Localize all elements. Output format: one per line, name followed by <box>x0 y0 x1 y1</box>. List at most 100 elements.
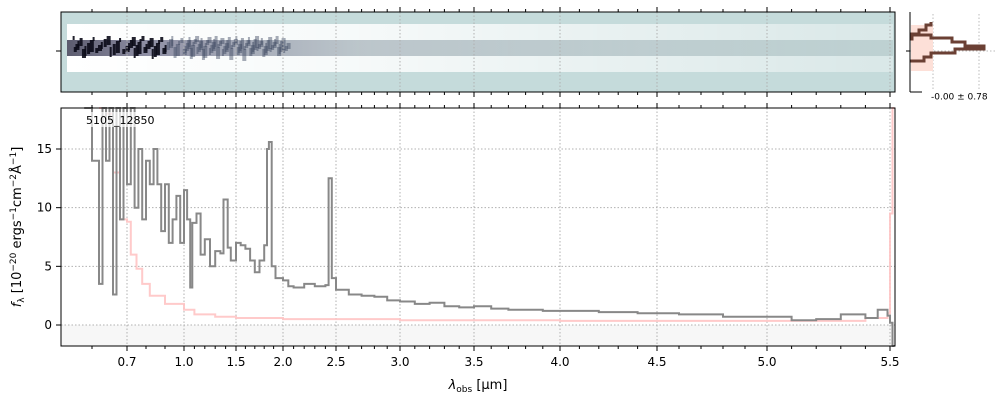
strip-pixel <box>131 37 136 46</box>
strip-pixel <box>155 43 160 55</box>
strip-pixel <box>73 47 77 52</box>
strip-pixel <box>87 43 91 54</box>
strip-pixel <box>192 42 195 46</box>
strip-pixel <box>214 36 218 47</box>
strip-pixel <box>79 38 83 46</box>
strip-pixel <box>115 41 120 53</box>
strip-pixel <box>271 45 275 50</box>
strip-pixel <box>97 45 102 51</box>
strip-pixel <box>246 40 251 46</box>
strip-pixel <box>226 40 229 50</box>
strip-pixel <box>187 40 192 49</box>
strip-pixel <box>106 36 111 45</box>
strip-pixel <box>201 49 205 60</box>
strip-pixel <box>280 41 284 52</box>
strip-pixel <box>197 44 201 52</box>
strip-pixel <box>84 46 87 56</box>
strip-pixel <box>166 42 170 50</box>
strip-pixel <box>119 38 122 42</box>
strip-frame <box>60 11 896 93</box>
strip-pixel <box>160 37 164 42</box>
strip-pixel <box>193 39 197 44</box>
strip-pixel <box>145 44 148 51</box>
hist-stats-label: -0.00 ± 0.78 <box>931 93 988 103</box>
strip-pixel <box>213 39 216 49</box>
strip-pixel <box>128 43 131 50</box>
strip-pixel <box>122 49 126 54</box>
strip-pixel <box>221 49 224 56</box>
strip-pixel <box>257 44 261 49</box>
strip-pixel <box>249 48 253 56</box>
histogram-panel: -0.00 ± 0.78 <box>906 12 995 103</box>
strip-pixel <box>216 47 221 59</box>
strip-pixel <box>89 40 94 52</box>
strip-pixel <box>196 47 199 54</box>
x-tick-label: 4.5 <box>647 355 666 369</box>
strip-pixel <box>125 46 130 52</box>
strip-pixel <box>281 38 286 50</box>
strip-pixel <box>268 37 273 49</box>
negative-flux-band <box>61 325 895 346</box>
strip-pixel <box>255 36 260 48</box>
strip-pixel <box>229 48 234 60</box>
strip-pixel <box>218 41 222 46</box>
strip-pixel <box>195 36 200 42</box>
strip-pixel <box>245 43 249 48</box>
strip-pixel <box>133 48 136 58</box>
strip-pixel <box>77 41 80 48</box>
x-tick-label: 4.0 <box>550 355 569 369</box>
error-spectrum-line <box>99 107 895 322</box>
strip-pixel <box>200 38 203 48</box>
strip-pixel <box>143 47 148 53</box>
strip-pixel <box>274 39 277 46</box>
strip-pixel <box>223 46 227 54</box>
strip-pixel <box>262 49 266 57</box>
strip-pixel <box>103 39 107 47</box>
strip-pixel <box>238 44 243 53</box>
y-tick-label: 0 <box>44 318 52 332</box>
hist-band <box>911 25 933 71</box>
strip-pixel <box>203 46 208 58</box>
strip-pixel <box>182 49 187 55</box>
strip-pixel <box>224 43 229 52</box>
strip-pixel <box>284 46 288 51</box>
x-tick-label: 2.0 <box>273 355 292 369</box>
x-tick-label: 1.0 <box>174 355 193 369</box>
strip-pixel <box>277 47 282 56</box>
strip-pixel <box>240 38 244 49</box>
strip-pixel <box>100 42 103 49</box>
spectrum-2d-panel <box>56 7 896 108</box>
strip-pixel <box>233 39 238 45</box>
strip-pixel <box>185 43 189 51</box>
strip-pixel <box>235 36 238 43</box>
strip-pixel <box>232 42 236 47</box>
histogram-line <box>910 22 986 63</box>
spectrum-1d-panel: 0.7 1.0 1.5 2.0 2.5 3.0 3.5 4.0 4.5 5.0 5.5 0 5 10 15… <box>9 9 900 395</box>
strip-pixel <box>266 40 270 51</box>
x-tick-label: 0.7 <box>117 355 136 369</box>
strip-pixel <box>112 44 116 55</box>
strip-pixel <box>139 39 142 43</box>
strip-pixel <box>158 40 161 44</box>
strip-pixel <box>129 40 133 48</box>
strip-pixel <box>147 41 151 49</box>
strip-pixel <box>81 49 86 58</box>
strip-pixel <box>230 45 233 49</box>
strip-pixel <box>153 46 157 57</box>
strip-pixel <box>243 46 246 50</box>
strip-pixel <box>269 48 272 52</box>
strip-pixel <box>278 44 281 54</box>
x-tick-label: 2.5 <box>326 355 345 369</box>
strip-pixel <box>199 41 204 50</box>
strip-pixel <box>169 39 174 48</box>
strip-pixel <box>141 36 145 41</box>
strip-pixel <box>283 49 286 53</box>
strip-pixel <box>180 38 184 43</box>
strip-pixel <box>253 39 257 50</box>
strip-pixel <box>72 36 75 40</box>
x-tick-label: 3.0 <box>390 355 409 369</box>
strip-pixel <box>272 42 277 48</box>
strip-pixel <box>204 43 207 47</box>
strip-pixel <box>211 42 216 51</box>
strip-pixel <box>184 46 187 53</box>
